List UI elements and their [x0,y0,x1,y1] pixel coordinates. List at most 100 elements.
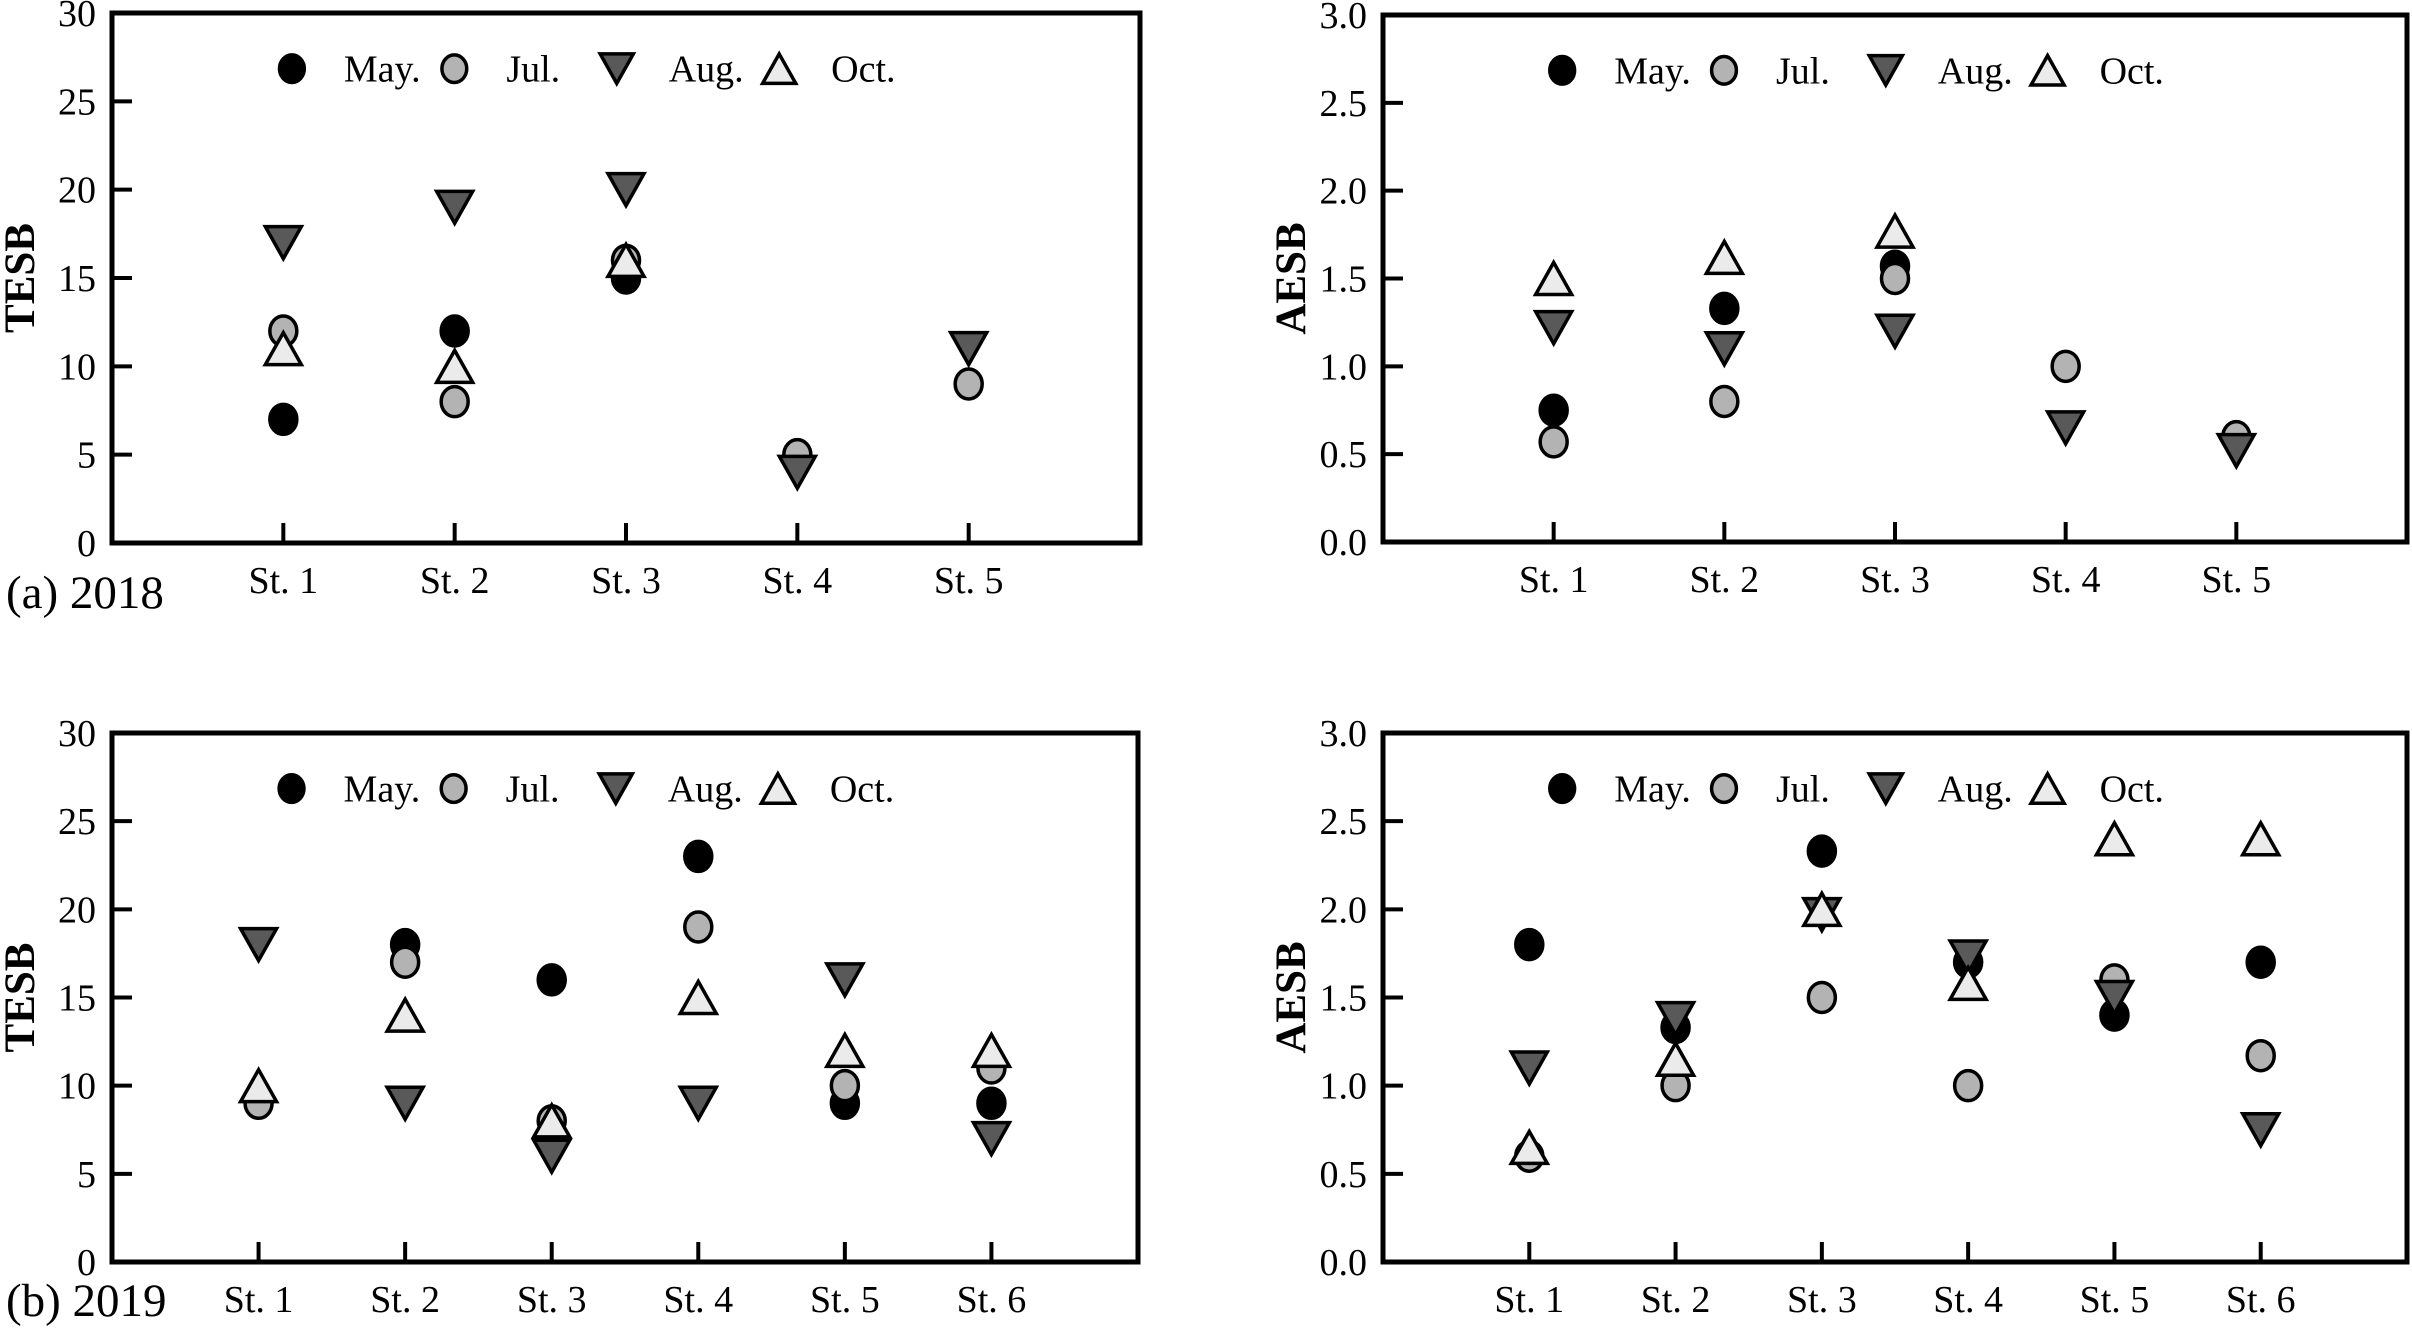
y-tick-label: 25 [58,81,96,123]
legend-label: Oct. [2100,50,2164,92]
x-tick-label: St. 2 [420,560,490,602]
data-point-triangle-down [384,1085,427,1123]
legend-item-jul: Jul. [1709,50,1830,92]
legend-label: Oct. [831,49,895,91]
data-point-circle [1538,425,1569,459]
legend-item-jul: Jul. [439,769,560,811]
x-tick-label: St. 4 [762,560,832,602]
data-point-triangle-down [776,454,819,492]
data-point-triangle-up [759,50,799,86]
data-point-triangle-up [758,770,798,806]
plot-frame [1380,730,2410,1265]
legend-item-may: May. [277,49,421,91]
data-point-circle [829,1068,861,1103]
x-tick-label: St. 6 [957,1279,1027,1321]
x-tick-label: St. 4 [663,1279,733,1321]
data-point-triangle-down [1654,1000,1697,1039]
data-point-triangle-down [1947,939,1990,977]
data-point-circle [953,367,984,401]
x-tick-label: St. 1 [224,1279,294,1321]
data-point-triangle-up [1874,211,1916,249]
y-tick-label: 1.5 [1320,978,1368,1020]
data-point-triangle-down [530,1138,573,1176]
panel-b-caption: (b) 2019 [6,1275,167,1327]
y-axis-label: AESB [1268,222,1315,334]
legend-item-oct: Oct. [2028,769,2164,811]
y-tick-label: 1.5 [1320,259,1368,301]
y-tick-label: 0 [77,1242,96,1284]
legend-item-may: May. [1548,769,1691,811]
legend-item-oct: Oct. [759,49,896,91]
data-point-triangle-up [1532,258,1575,297]
x-tick-label: St. 5 [2201,559,2271,601]
data-point-triangle-down [596,772,636,807]
data-point-triangle-down [1508,1050,1551,1088]
data-point-triangle-down [1874,313,1916,351]
x-tick-label: St. 5 [810,1279,880,1321]
panel-tesb-2019: 0 5 10 15 20 25 30 St. 1 St. 2 St. 3 St. 4 St. 5 St.… [0,713,1141,1321]
y-tick-label: 20 [58,170,96,212]
data-point-triangle-down [1703,331,1746,369]
legend-item-jul: Jul. [1709,769,1830,811]
data-point-triangle-down [947,330,990,369]
panel-aesb-2019: 0.0 0.5 1.0 1.5 2.0 2.5 3.0 St. 1 St. 2 St. 3 St. … [1268,713,2410,1321]
data-point-triangle-up [970,1030,1013,1069]
y-tick-label: 30 [58,713,96,755]
legend-item-aug: Aug. [596,769,743,811]
data-point-triangle-up [1508,1127,1551,1166]
data-point-triangle-down [262,224,305,263]
data-point-triangle-down [823,962,866,1000]
data-point-circle [440,53,469,85]
data-point-triangle-up [1947,963,1990,1002]
legend-label: Aug. [1938,50,2013,92]
legend-item-jul: Jul. [440,49,560,91]
data-point-triangle-up [384,995,427,1033]
y-axis-label: TESB [0,943,44,1053]
data-point-circle [2245,1038,2276,1073]
data-point-circle [277,53,307,85]
data-point-triangle-up [2093,819,2136,857]
data-point-circle [683,910,714,944]
legend-label: Jul. [1776,769,1830,811]
data-point-triangle-down [237,926,280,965]
data-point-triangle-down [677,1085,720,1123]
y-tick-label: 2.0 [1320,171,1368,213]
legend-item-aug: Aug. [1866,769,2013,811]
data-point-triangle-up [1703,237,1746,276]
legend-item-may: May. [277,769,420,811]
y-tick-label: 25 [58,801,96,843]
data-point-circle [439,314,470,348]
y-tick-label: 0.0 [1320,522,1368,564]
x-tick-label: St. 3 [517,1279,587,1321]
legend-label: Jul. [506,49,560,91]
data-point-circle [268,402,299,437]
y-tick-label: 10 [58,346,96,388]
panel-aesb-2018: 0.0 0.5 1.0 1.5 2.0 2.5 3.0 St. 1 St. 2 St. 3 St. … [1268,0,2410,601]
data-point-triangle-down [2215,432,2258,471]
legend-label: Oct. [2100,769,2164,811]
panel-tesb-2018: 0 5 10 15 20 25 30 St. 1 St. 2 St. 3 St. 4 St. 5 TES… [0,0,1143,602]
legend-label: May. [344,49,421,91]
y-tick-label: 1.0 [1320,346,1368,388]
x-tick-label: St. 1 [1494,1279,1564,1321]
data-point-circle [389,945,421,979]
data-point-circle [439,384,470,419]
y-tick-label: 0.5 [1320,434,1368,476]
y-tick-label: 2.5 [1320,801,1368,843]
data-point-circle [1548,54,1577,86]
y-tick-label: 15 [58,978,96,1020]
y-tick-label: 5 [77,435,96,477]
y-tick-label: 1.0 [1320,1066,1368,1108]
legend-item-oct: Oct. [758,769,894,811]
legend-item-may: May. [1548,50,1691,92]
x-tick-label: St. 6 [2226,1279,2296,1321]
data-point-circle [1879,261,1911,296]
x-tick-label: St. 3 [1860,559,1930,601]
x-tick-label: St. 4 [1933,1279,2003,1321]
data-point-circle [1806,980,1838,1015]
data-point-circle [683,839,714,874]
data-point-circle [1709,772,1739,805]
data-point-triangle-down [605,171,647,210]
data-point-triangle-down [597,52,637,87]
